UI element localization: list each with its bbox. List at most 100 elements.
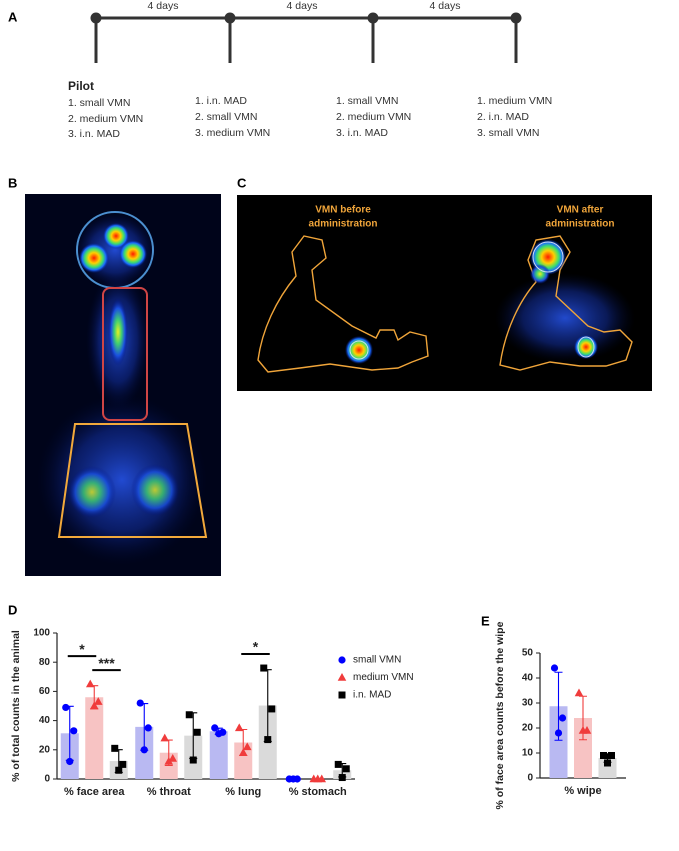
legend-marker bbox=[338, 691, 346, 699]
session-item: 2. medium VMN bbox=[68, 113, 143, 125]
signal bbox=[37, 395, 207, 565]
data-point bbox=[70, 727, 78, 735]
data-point bbox=[215, 730, 223, 738]
timeline-node bbox=[224, 12, 236, 24]
animal-outline bbox=[257, 235, 429, 373]
data-point bbox=[289, 775, 297, 783]
data-point bbox=[136, 699, 144, 707]
error-bar bbox=[554, 671, 563, 741]
data-point bbox=[234, 723, 244, 732]
data-point bbox=[578, 726, 588, 734]
data-point bbox=[600, 752, 607, 759]
data-point bbox=[93, 697, 103, 705]
data-point bbox=[89, 701, 99, 710]
session-item: 2. i.n. MAD bbox=[477, 111, 529, 123]
bar bbox=[85, 697, 104, 779]
legend-label: small VMN bbox=[353, 655, 401, 666]
data-point bbox=[608, 752, 615, 759]
y-tick-label: 0 bbox=[44, 774, 50, 785]
hotspot bbox=[79, 243, 109, 273]
session-item: 1. small VMN bbox=[336, 95, 398, 107]
data-point bbox=[334, 760, 342, 768]
panel-label: E bbox=[481, 613, 490, 628]
timeline-node bbox=[510, 12, 522, 24]
data-point bbox=[115, 766, 123, 774]
x-tick-label: % face area bbox=[64, 786, 125, 798]
roi-lung bbox=[57, 423, 208, 538]
data-point bbox=[66, 757, 74, 766]
x-tick-label: % lung bbox=[225, 786, 261, 798]
hotspot bbox=[530, 264, 550, 284]
data-point bbox=[342, 765, 350, 773]
x-tick-label: % throat bbox=[147, 786, 191, 798]
panel-label: D bbox=[8, 602, 17, 617]
significance-label: * bbox=[253, 639, 259, 655]
hotspot bbox=[119, 240, 147, 268]
data-point bbox=[558, 714, 567, 722]
timeline bbox=[90, 12, 522, 63]
hotspot bbox=[345, 336, 373, 364]
x-tick-label: % stomach bbox=[289, 786, 347, 798]
data-point bbox=[193, 728, 201, 736]
x-tick-label: % wipe bbox=[564, 785, 601, 797]
panel-label: A bbox=[8, 9, 18, 24]
bar bbox=[209, 731, 228, 779]
y-axis-label: % of face area counts before the wipe bbox=[494, 621, 506, 809]
data-point bbox=[168, 754, 178, 762]
data-point bbox=[111, 744, 119, 752]
data-point bbox=[160, 733, 170, 742]
y-tick-label: 20 bbox=[522, 723, 534, 734]
y-tick-label: 80 bbox=[39, 657, 51, 668]
interval-label: 4 days bbox=[287, 0, 318, 12]
data-point bbox=[62, 703, 70, 712]
bar bbox=[598, 758, 617, 778]
session-item: 1. i.n. MAD bbox=[195, 95, 247, 107]
data-point bbox=[554, 729, 563, 737]
roi bbox=[577, 336, 595, 358]
image-caption: VMN after bbox=[557, 205, 604, 216]
data-point bbox=[211, 724, 219, 732]
signal bbox=[495, 273, 635, 363]
roi-throat bbox=[102, 287, 148, 421]
session-item: 3. small VMN bbox=[477, 127, 539, 139]
hotspot bbox=[108, 298, 128, 366]
timeline-node bbox=[367, 12, 379, 24]
panel-label: C bbox=[237, 175, 247, 190]
animal-outline bbox=[499, 235, 633, 371]
data-point bbox=[604, 759, 611, 767]
data-point bbox=[185, 711, 193, 719]
data-point bbox=[140, 746, 148, 754]
session-item: 3. medium VMN bbox=[195, 127, 270, 139]
scintigraphy-c: VMN before administration VMN after admi… bbox=[237, 195, 652, 391]
image-caption: administration bbox=[309, 219, 378, 230]
image-caption: administration bbox=[546, 219, 615, 230]
significance-label: *** bbox=[98, 655, 115, 671]
y-tick-label: 50 bbox=[522, 648, 534, 659]
data-point bbox=[338, 774, 346, 782]
y-tick-label: 40 bbox=[39, 715, 51, 726]
data-point bbox=[264, 736, 272, 744]
data-point bbox=[144, 724, 152, 732]
scintigraphy-b bbox=[25, 194, 221, 576]
data-point bbox=[313, 774, 323, 783]
interval-label: 4 days bbox=[148, 0, 179, 12]
session-title: Pilot bbox=[68, 79, 94, 93]
session-item: 1. medium VMN bbox=[477, 95, 552, 107]
hotspot bbox=[68, 466, 116, 518]
data-point bbox=[574, 688, 584, 697]
bar bbox=[549, 706, 568, 778]
session-item: 1. small VMN bbox=[68, 97, 130, 109]
data-point bbox=[260, 664, 268, 672]
y-tick-label: 10 bbox=[522, 748, 534, 759]
data-point bbox=[242, 742, 252, 751]
y-tick-label: 20 bbox=[39, 744, 51, 755]
y-tick-label: 60 bbox=[39, 686, 51, 697]
data-point bbox=[550, 664, 559, 672]
bar bbox=[234, 742, 253, 779]
y-tick-label: 0 bbox=[527, 773, 533, 784]
roi bbox=[349, 340, 369, 360]
timeline-node bbox=[90, 12, 102, 24]
hotspot bbox=[131, 464, 179, 516]
data-point bbox=[238, 748, 248, 756]
legend-marker bbox=[337, 673, 347, 681]
